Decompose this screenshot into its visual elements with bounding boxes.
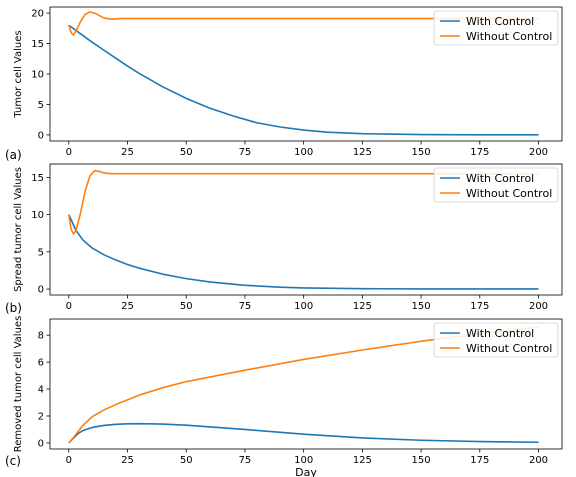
- legend-entry: With Control: [466, 327, 534, 340]
- x-tick-label: 75: [239, 455, 252, 466]
- x-tick-label: 100: [294, 147, 313, 158]
- legend: With Control Without Control: [433, 10, 559, 46]
- y-tick-label: 5: [38, 100, 44, 111]
- y-tick-label: 8: [38, 331, 44, 342]
- x-tick-label: 50: [180, 147, 193, 158]
- y-axis-label: Removed tumor cell Values: [13, 316, 24, 453]
- y-tick-label: 2: [38, 411, 44, 422]
- series-line-without-control: [68, 326, 539, 444]
- x-tick-label: 25: [121, 301, 134, 312]
- legend-box: [433, 10, 559, 46]
- x-tick-label: 125: [353, 147, 372, 158]
- series-line-without-control: [67, 169, 539, 235]
- series-line-without-control: [68, 11, 539, 36]
- x-axis-label: Day: [295, 466, 317, 477]
- y-tick-label: 15: [31, 173, 44, 184]
- legend-box: [433, 167, 559, 203]
- x-tick-label: 100: [294, 455, 313, 466]
- series-line-with-control: [68, 214, 539, 290]
- legend-entry: With Control: [466, 15, 534, 28]
- panel-b: 0 25 50 75 100 125 150 175 200 0 5 10 15 Spread tumor…: [5, 163, 563, 315]
- x-tick-label: 150: [412, 301, 431, 312]
- x-tick-label: 100: [294, 301, 313, 312]
- y-tick-label: 20: [31, 9, 44, 20]
- legend-box: [433, 322, 559, 358]
- x-tick-label: 0: [66, 301, 72, 312]
- axes-frame: [49, 163, 563, 296]
- x-tick-label: 50: [180, 301, 193, 312]
- x-tick-label: 175: [470, 301, 489, 312]
- x-tick-label: 175: [470, 455, 489, 466]
- panel-c: 0 25 50 75 100 125 150 175 200 0 2 4 6 8 Removed tumor…: [5, 316, 563, 477]
- x-tick-label: 175: [470, 147, 489, 158]
- y-tick-label: 0: [38, 130, 44, 141]
- panel-a: 0 25 50 75 100 125 150 175 200 0 5 10 15 20 Tumor cell…: [5, 6, 563, 162]
- y-tick-label: 0: [38, 285, 44, 296]
- x-tick-label: 0: [66, 147, 72, 158]
- panel-label: (a): [5, 148, 22, 162]
- y-tick-label: 10: [31, 70, 44, 81]
- x-tick-label: 200: [529, 147, 548, 158]
- x-tick-label: 25: [121, 147, 134, 158]
- x-tick-label: 125: [353, 301, 372, 312]
- y-tick-label: 15: [31, 39, 44, 50]
- y-tick-label: 5: [38, 247, 44, 258]
- x-tick-label: 200: [529, 301, 548, 312]
- y-tick-label: 6: [38, 358, 44, 369]
- axes-frame: [49, 318, 563, 450]
- legend-entry: With Control: [466, 172, 534, 185]
- x-tick-label: 150: [412, 455, 431, 466]
- y-tick-label: 0: [38, 438, 44, 449]
- x-tick-label: 75: [239, 147, 252, 158]
- x-tick-label: 200: [529, 455, 548, 466]
- y-tick-label: 4: [38, 385, 44, 396]
- y-axis-label: Tumor cell Values: [13, 30, 24, 118]
- x-tick-label: 125: [353, 455, 372, 466]
- panel-label: (c): [5, 454, 21, 468]
- y-tick-label: 10: [31, 210, 44, 221]
- series-line-with-control: [68, 422, 539, 444]
- legend-entry: Without Control: [466, 30, 552, 43]
- x-tick-label: 150: [412, 147, 431, 158]
- series-line-with-control: [68, 24, 539, 136]
- x-tick-label: 75: [239, 301, 252, 312]
- y-axis-label: Spread tumor cell Values: [13, 167, 24, 292]
- panel-label: (b): [5, 301, 22, 315]
- legend: With Control Without Control: [433, 167, 559, 203]
- x-tick-label: 50: [180, 455, 193, 466]
- legend-entry: Without Control: [466, 342, 552, 355]
- x-tick-label: 25: [121, 455, 134, 466]
- legend: With Control Without Control: [433, 322, 559, 358]
- legend-entry: Without Control: [466, 187, 552, 200]
- x-tick-label: 0: [66, 455, 72, 466]
